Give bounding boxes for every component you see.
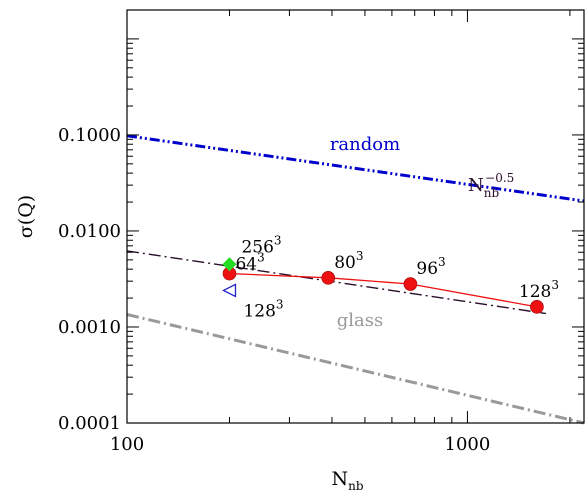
resolution-label: 963 xyxy=(416,255,445,279)
data-point-circle xyxy=(321,271,336,285)
resolution-label: 803 xyxy=(334,249,363,273)
data-point-circle xyxy=(403,277,418,291)
reference-lines xyxy=(126,134,585,425)
x-axis-title: Nnb xyxy=(331,468,363,493)
y-tick-label: 0.0010 xyxy=(58,317,121,338)
resolution-label: 1283 xyxy=(519,278,559,302)
y-tick-label: 0.1000 xyxy=(58,125,121,146)
reference-line-glass xyxy=(126,313,585,425)
reference-line-power-law xyxy=(126,250,546,315)
x-tick-label: 100 xyxy=(110,434,144,455)
reference-line-random xyxy=(126,134,585,203)
y-tick-label: 0.0001 xyxy=(58,413,121,434)
reference-label-random: random xyxy=(330,134,400,155)
reference-label-glass: glass xyxy=(337,310,384,331)
series-line xyxy=(229,272,538,308)
data-markers xyxy=(222,257,544,314)
series-lines xyxy=(229,272,538,308)
data-point-triangle xyxy=(222,283,237,298)
x-tick-label: 1000 xyxy=(445,434,491,455)
data-labels: random glass Nnb−0.5 643 803 963 1283 2563 1283 xyxy=(235,134,559,331)
resolution-label: 643 xyxy=(235,251,264,275)
resolution-label: 2563 xyxy=(241,233,281,257)
y-tick-label: 0.0100 xyxy=(58,221,121,242)
resolution-label: 1283 xyxy=(243,297,283,321)
reference-label-power-law: Nnb−0.5 xyxy=(468,171,514,200)
data-point-diamond xyxy=(222,257,237,272)
data-point-circle xyxy=(530,300,544,314)
plot-frame xyxy=(126,9,585,424)
y-axis-title: σ(Q) xyxy=(15,195,37,238)
